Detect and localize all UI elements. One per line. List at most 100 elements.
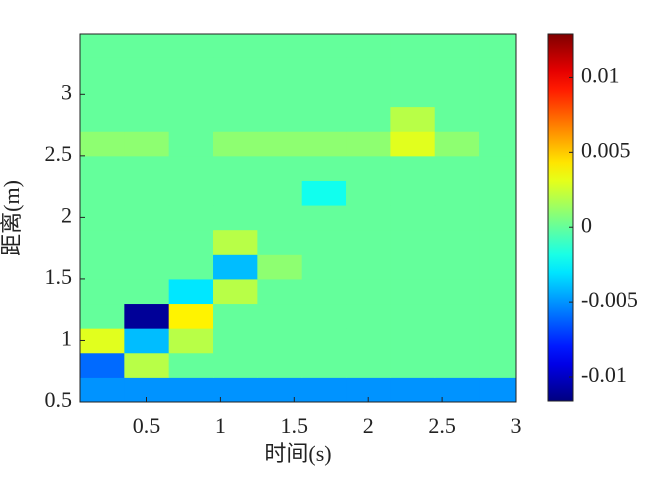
- y-tick-label: 1: [61, 326, 72, 351]
- heatmap-cell: [479, 229, 516, 255]
- colorbar-tick-label: -0.005: [581, 287, 638, 312]
- heatmap-cell: [479, 131, 516, 157]
- heatmap-cell: [168, 303, 214, 329]
- heatmap-cell: [434, 254, 480, 280]
- heatmap-cell: [124, 229, 170, 255]
- colorbar-tick-label: -0.01: [581, 362, 627, 387]
- heatmap-cell: [479, 205, 516, 231]
- heatmap-cell: [434, 131, 480, 157]
- heatmap-cell: [168, 278, 214, 305]
- heatmap-cell: [301, 155, 347, 181]
- colorbar-tick-label: 0: [581, 212, 592, 237]
- heatmap-cell: [80, 57, 125, 83]
- heatmap-cell: [301, 229, 347, 255]
- heatmap-cell: [479, 34, 516, 58]
- heatmap-cell: [434, 205, 480, 231]
- heatmap-cell: [168, 131, 214, 157]
- colorbar-tick-label: 0.01: [581, 62, 620, 87]
- heatmap-cell: [80, 377, 125, 402]
- x-tick-label: 0.5: [133, 413, 161, 438]
- heatmap-cell: [168, 229, 214, 255]
- heatmap-cell: [124, 57, 170, 83]
- heatmap-cell: [168, 254, 214, 280]
- heatmap-cell: [80, 180, 125, 206]
- heatmap-cell: [213, 303, 258, 329]
- heatmap-cell: [168, 377, 214, 402]
- heatmap-cell: [257, 155, 303, 181]
- heatmap-cell: [346, 278, 391, 305]
- y-tick-label: 3: [61, 79, 72, 104]
- heatmap-cell: [124, 278, 170, 305]
- heatmap-cell: [213, 229, 258, 255]
- heatmap-cell: [390, 155, 436, 181]
- heatmap-cell: [80, 155, 125, 181]
- heatmap-cell: [346, 155, 391, 181]
- x-tick-label: 3: [511, 413, 522, 438]
- heatmap-cell: [168, 155, 214, 181]
- heatmap-cell: [168, 328, 214, 354]
- heatmap-cell: [434, 57, 480, 83]
- heatmap-cell: [479, 106, 516, 132]
- heatmap-cell: [346, 106, 391, 132]
- heatmap-cell: [346, 328, 391, 354]
- heatmap-cell: [168, 82, 214, 108]
- heatmap-cell: [213, 34, 258, 58]
- heatmap-cell: [390, 82, 436, 108]
- heatmap-cell: [301, 34, 347, 58]
- heatmap-cell: [390, 34, 436, 58]
- heatmap-cell: [124, 205, 170, 231]
- heatmap-cell: [80, 82, 125, 108]
- heatmap-cell: [346, 57, 391, 83]
- heatmap-cell: [257, 229, 303, 255]
- y-tick-label: 1.5: [45, 264, 73, 289]
- heatmap-cell: [124, 131, 170, 157]
- heatmap-cell: [479, 155, 516, 181]
- heatmap-cell: [257, 106, 303, 132]
- heatmap-cell: [257, 205, 303, 231]
- heatmap-cell: [213, 155, 258, 181]
- x-tick-label: 2.5: [428, 413, 456, 438]
- heatmap-cell: [257, 82, 303, 108]
- heatmap-cell: [257, 352, 303, 378]
- heatmap-cell: [168, 205, 214, 231]
- heatmap-cell: [213, 131, 258, 157]
- heatmap-cell: [168, 352, 214, 378]
- heatmap-cell: [479, 352, 516, 378]
- heatmap-cell: [434, 180, 480, 206]
- heatmap-cell: [434, 377, 480, 402]
- heatmap-cell: [301, 106, 347, 132]
- heatmap-cell: [301, 328, 347, 354]
- heatmap-cell: [257, 180, 303, 206]
- heatmap-cell: [168, 57, 214, 83]
- heatmap-cell: [213, 57, 258, 83]
- heatmap-cell: [80, 303, 125, 329]
- y-tick-label: 2.5: [45, 141, 73, 166]
- heatmap-cell: [257, 303, 303, 329]
- heatmap-cell: [479, 303, 516, 329]
- heatmap-cell: [124, 303, 170, 329]
- heatmap-cell: [301, 352, 347, 378]
- heatmap-cell: [124, 352, 170, 378]
- y-tick-label: 2: [61, 202, 72, 227]
- heatmap-cell: [213, 106, 258, 132]
- heatmap-cell: [434, 106, 480, 132]
- heatmap-cell: [479, 57, 516, 83]
- heatmap: [80, 34, 516, 402]
- heatmap-cell: [434, 303, 480, 329]
- heatmap-cell: [390, 57, 436, 83]
- heatmap-cell: [434, 34, 480, 58]
- heatmap-cell: [213, 82, 258, 108]
- heatmap-cell: [346, 82, 391, 108]
- heatmap-cell: [301, 205, 347, 231]
- heatmap-cell: [124, 254, 170, 280]
- heatmap-cell: [257, 131, 303, 157]
- heatmap-cell: [346, 131, 391, 157]
- heatmap-cell: [124, 106, 170, 132]
- heatmap-cell: [124, 34, 170, 58]
- heatmap-cell: [346, 205, 391, 231]
- plot-frame: [79, 33, 517, 403]
- heatmap-cell: [80, 106, 125, 132]
- heatmap-cell: [124, 328, 170, 354]
- heatmap-cell: [434, 229, 480, 255]
